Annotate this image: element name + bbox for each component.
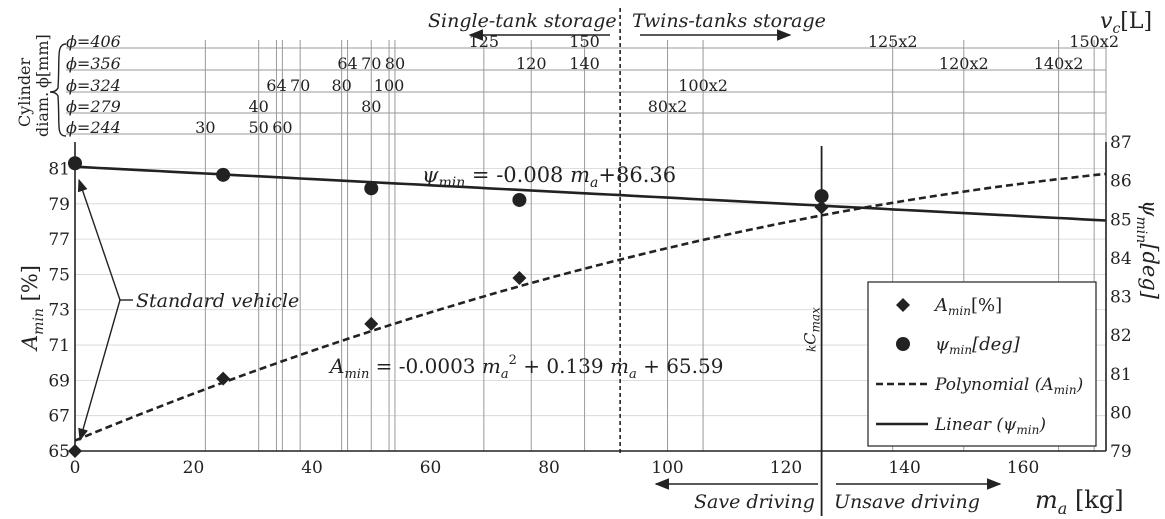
cylinder-row-label: ϕ=279 [66, 97, 121, 116]
amin-point [364, 316, 379, 331]
cylinder-volume-label: 80 [361, 97, 381, 116]
linear-equation: ψmin = -0.008 ma+86.36 [422, 163, 676, 191]
left-tick-label: 71 [48, 336, 70, 356]
cylinder-volume-label: 150 [569, 32, 600, 51]
cylinder-volume-label: 140 [569, 54, 600, 73]
right-tick-label: 85 [1110, 210, 1132, 230]
cylinder-volume-label: 80 [385, 54, 405, 73]
left-tick-label: 77 [48, 230, 70, 250]
cylinder-volume-label: 64 [266, 76, 286, 95]
save-driving-label: Save driving [694, 491, 815, 513]
x-tick-label: 80 [538, 458, 560, 478]
left-tick-label: 65 [48, 442, 70, 462]
right-tick-labels: 79 80 81 82 83 84 85 86 87 [1110, 133, 1132, 462]
cylinder-brace [49, 43, 67, 137]
standard-vehicle-arrow-up [77, 178, 121, 301]
legend-circle-marker [896, 337, 910, 351]
right-tick-label: 84 [1110, 249, 1132, 269]
cylinder-volume-label: 120 [516, 54, 547, 73]
legend: Amin[%] ψmin[deg] Polynomial (Amin) Line… [867, 281, 1097, 447]
horizontal-gridlines [75, 168, 1106, 452]
cylinder-row-label: ϕ=244 [66, 118, 121, 137]
left-tick-label: 75 [48, 265, 70, 285]
standard-vehicle-label: Standard vehicle [136, 290, 299, 312]
legend-entry-linear: Linear (ψmin) [934, 415, 1046, 437]
cylinder-volume-label: 80 [331, 76, 351, 95]
x-tick-label: 140 [888, 458, 920, 478]
psimin-point [814, 189, 829, 204]
cylinder-row-label: ϕ=356 [66, 54, 121, 73]
cylinder-volume-label: 30 [195, 118, 215, 137]
left-tick-label: 73 [48, 301, 70, 321]
cylinder-volume-label: 100 [374, 76, 405, 95]
cylinder-volume-label: 150x2 [1069, 32, 1119, 51]
cylinder-row-label: ϕ=324 [66, 76, 121, 95]
right-tick-label: 87 [1110, 133, 1132, 153]
left-tick-label: 69 [48, 371, 70, 391]
cylinder-label-line2: diam. [33, 92, 52, 137]
x-tick-label: 120 [770, 458, 802, 478]
left-tick-label: 67 [48, 407, 70, 427]
cylinder-volume-label: 70 [290, 76, 310, 95]
left-tick-labels: 65 67 69 71 73 75 77 79 81 [48, 159, 70, 462]
cylinder-label-line1: Cylinder [15, 57, 34, 127]
psimin-point [216, 167, 231, 182]
left-axis-title: Amin [%] [18, 265, 47, 352]
cylinder-volume-label: 100x2 [678, 76, 728, 95]
right-tick-label: 81 [1110, 365, 1132, 385]
right-tick-label: 86 [1110, 172, 1132, 192]
right-tick-label: 83 [1110, 288, 1132, 308]
psimin-point [364, 181, 379, 196]
cylinder-volume-label: 125x2 [868, 32, 918, 51]
cylinder-volume-label: 60 [272, 118, 292, 137]
x-tick-labels: 0 20 40 60 80 100 120 140 160 [70, 458, 1040, 478]
linear-trendline [74, 165, 1107, 222]
cylinder-volume-label: 120x2 [939, 54, 989, 73]
cylinder-volume-label: 80x2 [648, 97, 688, 116]
legend-entry-psimin: ψmin[deg] [935, 334, 1021, 357]
right-tick-label: 82 [1110, 326, 1132, 346]
unsave-driving-label: Unsave driving [834, 491, 980, 513]
cylinder-panel: Cylinder diam. ϕ[mm] ϕ=406 125 150 125x2 150… [15, 8, 1152, 455]
amin-point [68, 444, 82, 458]
left-tick-label: 81 [48, 159, 70, 179]
legend-box [867, 281, 1097, 447]
polynomial-equation: Amin = -0.0003 ma2 + 0.139 ma + 65.59 [328, 353, 723, 382]
right-axis-title: ψmin[deg] [1133, 200, 1162, 300]
polynomial-trendline [74, 172, 1107, 442]
kcmax-label: kCmax [801, 307, 823, 352]
standard-vehicle-arrow-down [78, 299, 121, 442]
single-tank-label: Single-tank storage [428, 10, 617, 32]
psimin-point [68, 156, 82, 171]
twins-tank-label: Twins-tanks storage [632, 10, 826, 32]
cylinder-volume-label: 50 [249, 118, 269, 137]
data-points [68, 156, 829, 458]
x-tick-label: 160 [1007, 458, 1039, 478]
amin-point [216, 371, 231, 386]
x-tick-label: 20 [183, 458, 205, 478]
amin-point [814, 200, 829, 215]
legend-diamond-marker [896, 298, 910, 312]
amin-point [512, 270, 527, 285]
cylinder-volume-label: 140x2 [1034, 54, 1084, 73]
x-tick-label: 100 [651, 458, 683, 478]
left-tick-label: 79 [48, 195, 70, 215]
cylinder-volume-label: 64 [337, 54, 357, 73]
x-tick-label: 0 [70, 458, 81, 478]
x-tick-label: 60 [420, 458, 442, 478]
legend-entry-polynomial: Polynomial (Amin) [934, 375, 1083, 397]
psimin-point [512, 192, 527, 207]
cylinder-row-label: ϕ=406 [66, 32, 121, 51]
right-tick-label: 80 [1110, 403, 1132, 423]
cylinder-label-line3: ϕ[mm] [33, 34, 52, 88]
cylinder-volume-label: 40 [249, 97, 269, 116]
cylinder-volume-label: 70 [361, 54, 381, 73]
x-tick-label: 40 [301, 458, 323, 478]
vc-axis-label: vc[L] [1100, 9, 1152, 37]
legend-entry-amin: Amin[%] [933, 295, 1002, 318]
right-tick-label: 79 [1110, 442, 1132, 462]
x-axis-title: ma [kg] [1035, 486, 1124, 518]
